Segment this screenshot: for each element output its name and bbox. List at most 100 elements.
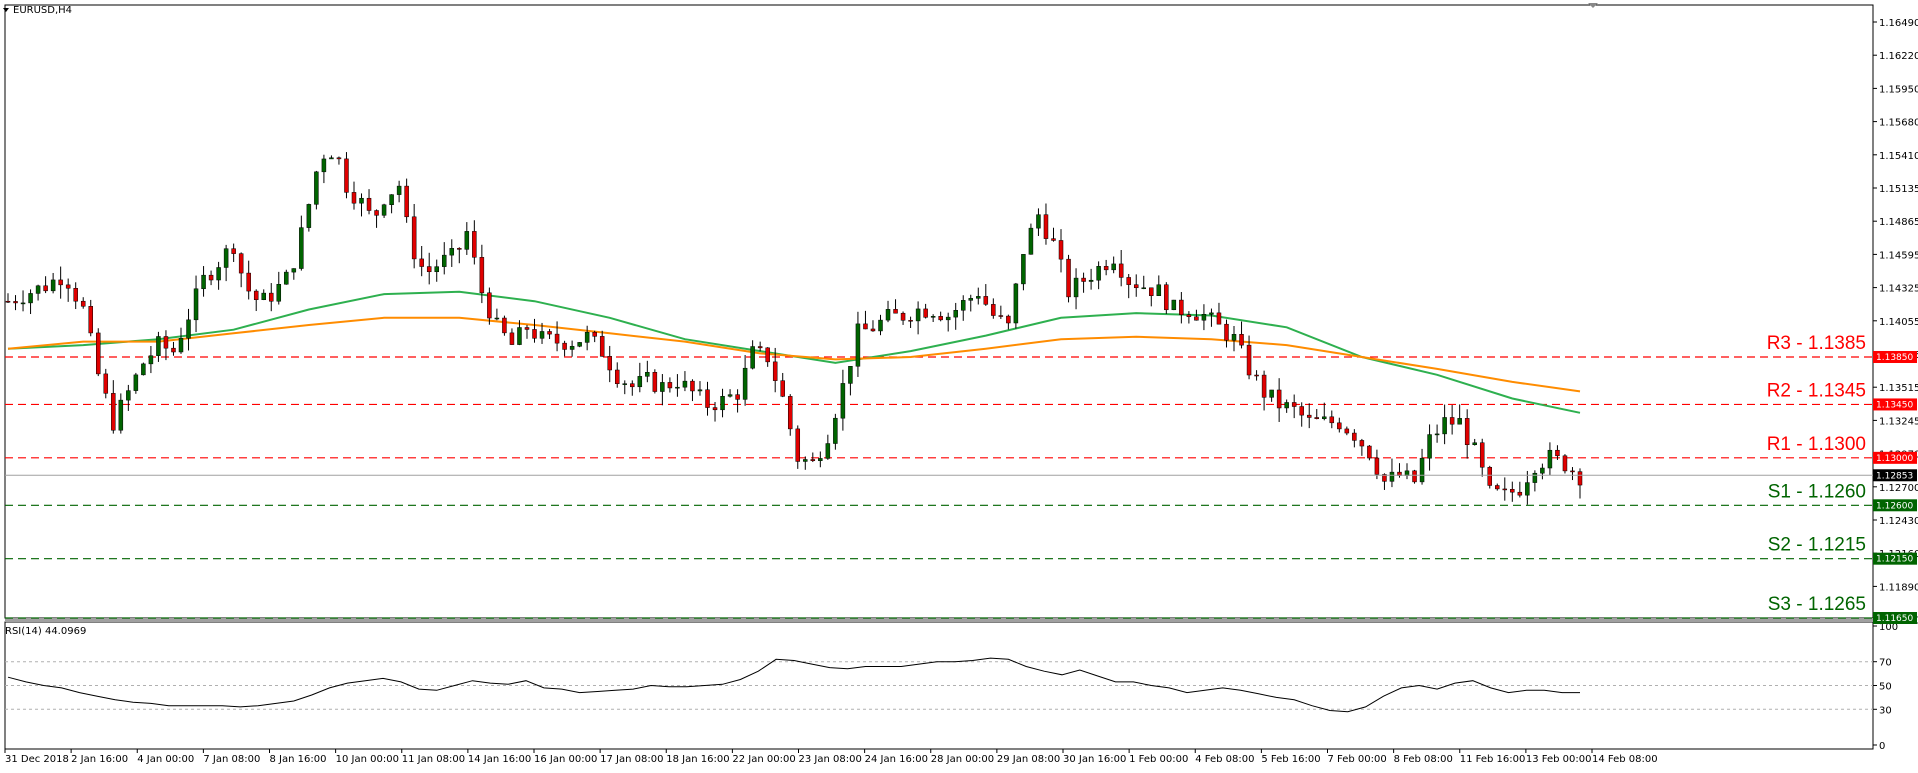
candle-body — [366, 197, 372, 211]
candle-body — [1352, 432, 1357, 441]
time-tick-label: 4 Jan 00:00 — [137, 754, 194, 765]
time-tick-label: 7 Jan 08:00 — [203, 754, 260, 765]
candle-body — [1149, 287, 1154, 296]
candle-body — [306, 204, 312, 228]
candle-body — [1472, 442, 1477, 445]
candle-body — [171, 347, 176, 353]
time-tick-label: 4 Feb 08:00 — [1195, 754, 1254, 765]
candle-body — [1570, 470, 1575, 473]
candle-body — [43, 285, 48, 292]
candle-body — [810, 459, 816, 461]
candle-body — [1517, 491, 1523, 496]
level-badge — [1873, 350, 1917, 363]
candle-body — [825, 443, 831, 459]
candle-body — [457, 248, 462, 250]
candle-body — [1066, 258, 1071, 298]
candle-body — [223, 248, 229, 268]
candle-body — [96, 332, 101, 375]
menu-triangle-icon[interactable] — [3, 8, 9, 12]
price-tick-label: 1.11890 — [1879, 582, 1918, 593]
candle-body — [1096, 266, 1101, 281]
candle-body — [690, 380, 695, 392]
panel-separator[interactable] — [5, 618, 1873, 622]
candle-body — [1126, 277, 1131, 285]
candle-body — [396, 185, 402, 195]
candle-body — [637, 376, 643, 388]
candle-body — [532, 329, 537, 339]
candle-body — [1013, 283, 1019, 324]
candle-body — [622, 383, 628, 385]
candle-body — [231, 248, 236, 254]
candle-body — [1156, 284, 1162, 296]
candle-body — [945, 316, 951, 321]
candle-body — [1051, 238, 1056, 241]
candle-body — [803, 459, 808, 462]
level-label: S1 - 1.1260 — [1768, 481, 1866, 502]
candle-body — [818, 458, 823, 461]
candle-body — [900, 312, 906, 321]
candle-body — [80, 300, 86, 307]
level-label: R3 - 1.1385 — [1767, 333, 1866, 354]
candle-body — [1525, 482, 1530, 496]
candle-body — [554, 333, 560, 344]
candle-body — [246, 272, 251, 292]
candle-body — [885, 309, 891, 321]
candle-body — [35, 285, 41, 294]
candle-body — [562, 342, 567, 350]
candle-body — [1427, 434, 1432, 459]
candle-body — [915, 308, 921, 322]
candle-body — [1359, 440, 1365, 447]
candle-body — [426, 266, 432, 273]
candle-body — [1269, 389, 1274, 398]
candle-body — [193, 288, 199, 321]
candle-body — [351, 192, 357, 204]
candle-body — [344, 158, 349, 193]
candle-body — [1043, 214, 1049, 239]
candle-body — [840, 383, 846, 419]
candle-body — [1036, 214, 1041, 229]
level-label: S2 - 1.1215 — [1768, 535, 1866, 556]
candle-body — [186, 319, 191, 339]
candle-body — [1487, 466, 1492, 486]
candle-body — [1006, 315, 1011, 324]
price-tick-label: 1.15135 — [1879, 184, 1918, 195]
candle-body — [697, 389, 703, 392]
candle-body — [1194, 316, 1199, 321]
candle-body — [735, 394, 740, 400]
candle-body — [577, 342, 582, 347]
candle-body — [20, 302, 26, 305]
candle-body — [953, 310, 958, 318]
price-tick-label: 1.15950 — [1879, 84, 1918, 95]
candle-body — [630, 383, 635, 388]
candle-body — [660, 382, 665, 392]
level-badge — [1873, 398, 1917, 411]
candle-body — [253, 290, 259, 300]
time-tick-label: 28 Jan 00:00 — [931, 754, 994, 765]
candle-body — [1382, 474, 1387, 482]
price-tick-label: 1.14055 — [1879, 317, 1918, 328]
candle-body — [88, 306, 93, 334]
candle-body — [374, 210, 379, 216]
time-tick-label: 7 Feb 00:00 — [1328, 754, 1387, 765]
level-badge-text: 1.13450 — [1876, 400, 1913, 410]
candle-body — [1306, 414, 1312, 418]
price-tick-label: 1.12430 — [1879, 516, 1918, 527]
level-badge-text: 1.13000 — [1876, 454, 1913, 464]
candle-body — [998, 315, 1004, 317]
time-tick-label: 17 Jan 08:00 — [600, 754, 663, 765]
time-tick-label: 14 Jan 16:00 — [468, 754, 531, 765]
candle-body — [547, 331, 552, 335]
time-tick-label: 22 Jan 00:00 — [732, 754, 795, 765]
candle-body — [848, 366, 853, 384]
candle-body — [930, 316, 936, 318]
candle-body — [163, 336, 169, 349]
candle-body — [1434, 433, 1440, 436]
candle-body — [1201, 314, 1207, 321]
candle-body — [434, 266, 439, 273]
candle-body — [28, 293, 33, 304]
candle-body — [908, 320, 913, 322]
candle-body — [682, 380, 688, 388]
scroll-marker-icon[interactable] — [1588, 3, 1598, 8]
candle-body — [1464, 418, 1470, 445]
level-badge-text: 1.11650 — [1876, 614, 1913, 624]
